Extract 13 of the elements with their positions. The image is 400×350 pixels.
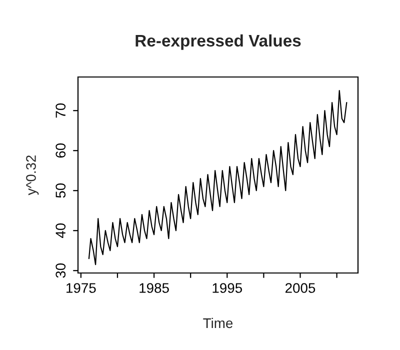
x-tick-label: 1975 xyxy=(66,283,96,293)
y-tick-label: 50 xyxy=(56,183,66,198)
chart-title: Re-expressed Values xyxy=(136,34,301,50)
y-tick-label: 30 xyxy=(56,263,66,278)
y-tick-label: 70 xyxy=(56,103,66,118)
x-tick-label: 1995 xyxy=(212,283,242,293)
x-tick-label: 2005 xyxy=(285,283,316,293)
x-tick-label: 1985 xyxy=(140,283,169,293)
y-tick-label: 60 xyxy=(56,143,66,158)
y-tick-label: 40 xyxy=(56,223,66,238)
line-series xyxy=(88,90,348,266)
y-axis-title: y^0.32 xyxy=(26,155,39,196)
x-axis-title: Time xyxy=(203,318,233,328)
